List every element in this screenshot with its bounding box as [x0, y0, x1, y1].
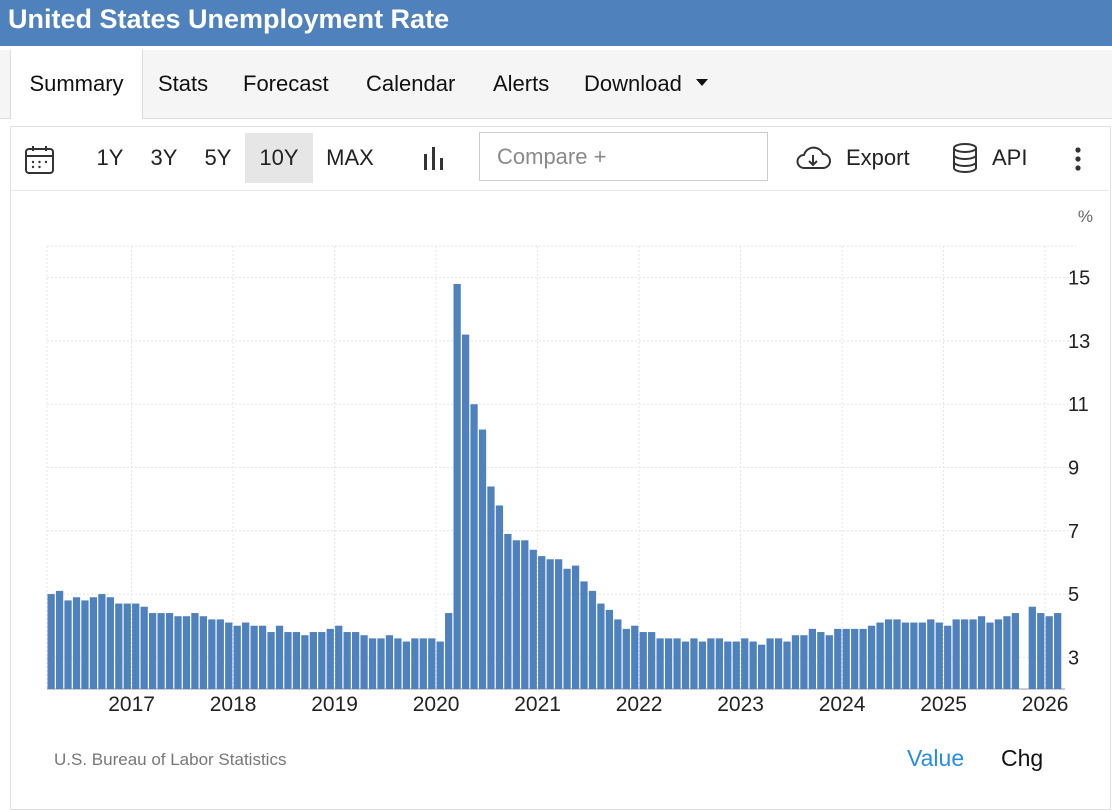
range-max[interactable]: MAX [326, 145, 374, 170]
tab-stats[interactable]: Stats [158, 50, 208, 118]
tab-label: Alerts [493, 71, 550, 96]
more-vertical-icon[interactable] [1072, 146, 1084, 178]
compare-input[interactable] [495, 133, 759, 180]
chart-panel [10, 126, 1111, 810]
range-3y[interactable]: 3Y [150, 145, 178, 170]
tab-label: Download [584, 71, 682, 96]
calendar-icon[interactable] [24, 144, 56, 182]
chart-toolbar: 1Y 3Y 5Y 10Y MAX Export API [10, 126, 1109, 191]
range-1y[interactable]: 1Y [96, 145, 124, 170]
range-10y[interactable]: 10Y [245, 133, 313, 183]
tab-alerts[interactable]: Alerts [493, 50, 549, 118]
tab-label: Forecast [243, 71, 329, 96]
tab-download[interactable]: Download [584, 50, 708, 118]
tab-label: Stats [158, 71, 209, 96]
tab-calendar[interactable]: Calendar [366, 50, 455, 118]
value-tab[interactable]: Value [907, 745, 965, 771]
title-bar: United States Unemployment Rate [0, 0, 1112, 46]
tab-label: Calendar [366, 71, 456, 96]
caret-down-icon [695, 78, 708, 86]
api-button[interactable]: API [992, 145, 1028, 170]
tab-summary[interactable]: Summary [10, 50, 143, 119]
tab-forecast[interactable]: Forecast [243, 50, 329, 118]
cloud-download-icon[interactable] [794, 144, 832, 178]
bar-chart-icon[interactable] [420, 144, 448, 178]
compare-field[interactable] [479, 132, 768, 181]
range-5y[interactable]: 5Y [204, 145, 232, 170]
tab-bar: Summary Stats Forecast Calendar Alerts D… [0, 50, 1112, 119]
database-icon[interactable] [951, 142, 979, 180]
source-label: U.S. Bureau of Labor Statistics [54, 750, 287, 769]
page-title: United States Unemployment Rate [8, 4, 450, 34]
chg-tab[interactable]: Chg [1001, 745, 1044, 771]
tab-label: Summary [29, 71, 124, 96]
export-button[interactable]: Export [846, 145, 910, 170]
